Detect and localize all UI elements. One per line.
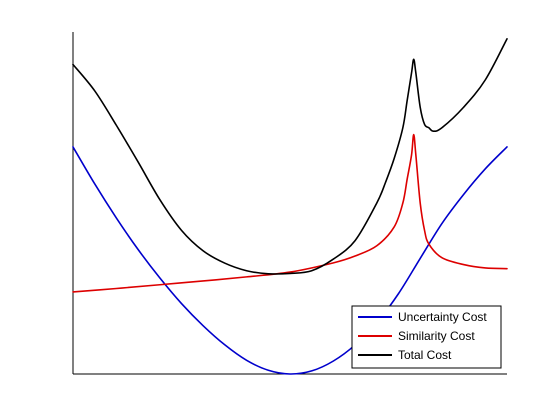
series-lines [72,38,508,375]
series-line-uncertainty-cost [72,146,508,375]
legend: Uncertainty Cost Similarity Cost Total Cos… [351,305,502,369]
legend-label-uncertainty-cost: Uncertainty Cost [398,310,487,324]
legend-label-total-cost: Total Cost [398,348,452,362]
series-line-total-cost [72,38,508,275]
legend-label-similarity-cost: Similarity Cost [398,329,475,343]
series-line-similarity-cost [72,133,508,293]
